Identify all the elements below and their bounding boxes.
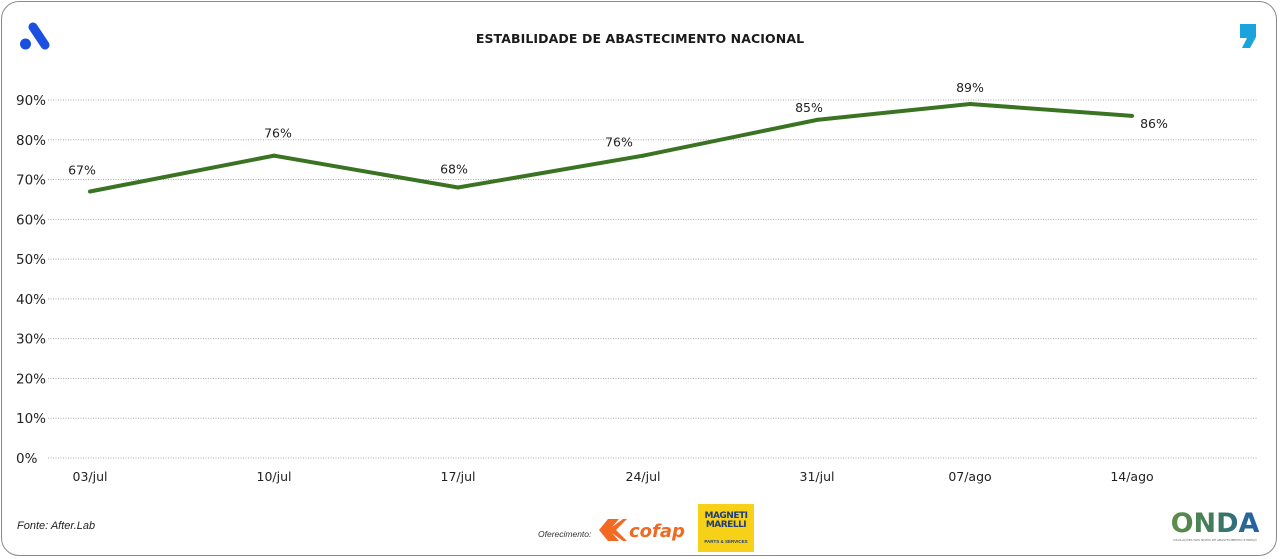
mm-line2: MARELLI — [705, 520, 747, 530]
a-logo-icon — [20, 22, 50, 50]
data-point — [1130, 113, 1134, 118]
data-point — [641, 153, 645, 158]
y-tick-label: 60% — [16, 212, 46, 228]
comma-logo-icon — [1240, 24, 1256, 48]
cofap-logo: cofap — [599, 519, 685, 542]
y-tick-label: 70% — [16, 173, 46, 189]
mm-line1: MAGNETI — [704, 511, 748, 521]
x-tick-label: 24/jul — [626, 469, 661, 484]
x-tick-label: 17/jul — [441, 469, 476, 484]
y-tick-label: 30% — [16, 332, 46, 348]
y-tick-label: 10% — [16, 411, 46, 427]
x-tick-label: 07/ago — [948, 469, 991, 484]
y-tick-label: 20% — [16, 371, 46, 387]
data-point — [272, 153, 276, 158]
x-tick-label: 31/jul — [800, 469, 835, 484]
y-tick-label: 50% — [16, 252, 46, 268]
data-label: 67% — [68, 162, 96, 177]
sponsor-label: Oferecimento: — [538, 529, 592, 539]
data-label: 76% — [605, 135, 633, 150]
data-label: 86% — [1140, 116, 1168, 131]
mm-tagline: PARTS & SERVICES — [704, 539, 748, 544]
data-label: 89% — [956, 80, 984, 95]
onda-text: ONDA — [1171, 508, 1260, 539]
data-point — [968, 101, 972, 106]
x-tick-label: 03/jul — [73, 469, 108, 484]
data-point — [815, 117, 819, 122]
onda-logo: ONDA OSCILAÇÕES NOS NÍVEIS DE ABASTECIME… — [1171, 508, 1260, 542]
x-tick-label: 10/jul — [257, 469, 292, 484]
x-tick-label: 14/ago — [1110, 469, 1153, 484]
y-tick-label: 0% — [16, 451, 38, 467]
chart-title: ESTABILIDADE DE ABASTECIMENTO NACIONAL — [475, 31, 805, 46]
data-label: 76% — [264, 126, 292, 141]
y-tick-label: 90% — [16, 93, 46, 109]
cofap-text: cofap — [629, 521, 685, 542]
y-tick-label: 80% — [16, 133, 46, 149]
data-label: 68% — [440, 162, 468, 177]
y-tick-label: 40% — [16, 292, 46, 308]
data-point — [88, 189, 92, 194]
data-label: 85% — [795, 100, 823, 115]
source-note: Fonte: After.Lab — [17, 520, 96, 532]
onda-tagline: OSCILAÇÕES NOS NÍVEIS DE ABASTECIMENTO E… — [1173, 537, 1257, 542]
data-point — [456, 185, 460, 190]
magneti-marelli-logo: MAGNETI MARELLI PARTS & SERVICES — [698, 504, 754, 552]
